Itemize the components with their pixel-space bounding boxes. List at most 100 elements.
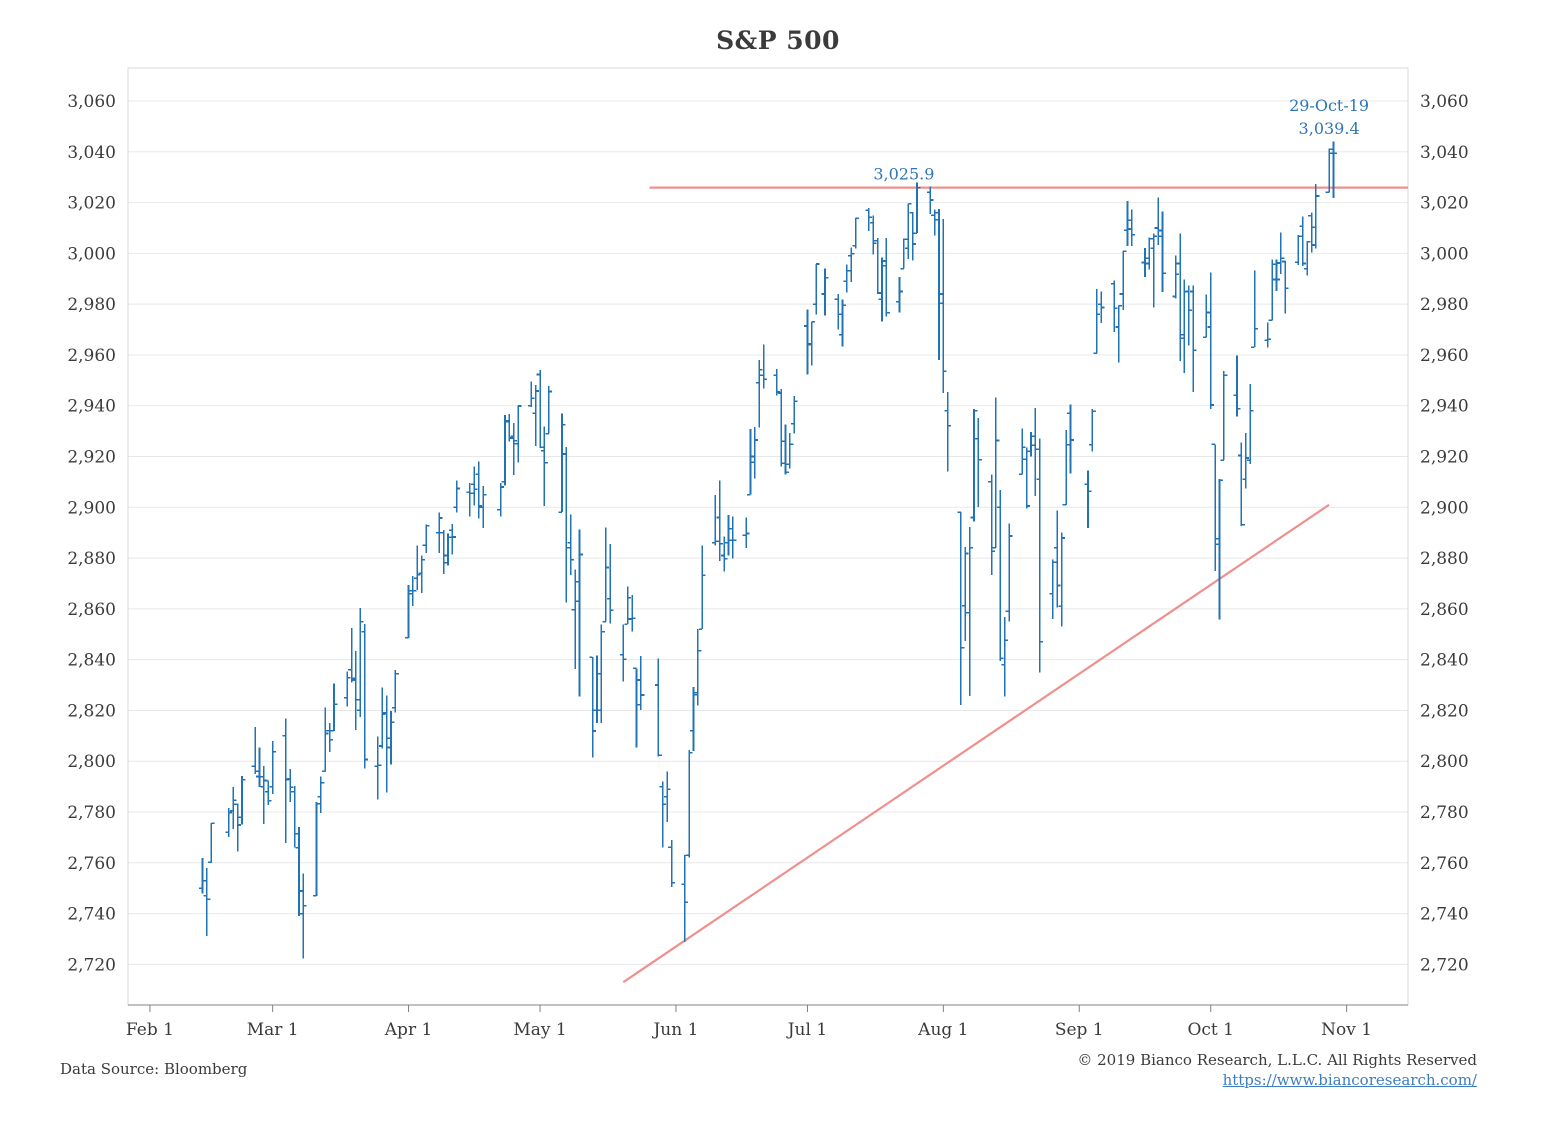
ohlc-bar (1242, 432, 1250, 489)
ohlc-bar (1159, 211, 1166, 293)
ohlc-bar (913, 182, 921, 234)
y-axis-label-left: 2,920 (67, 448, 116, 468)
y-axis-label-right: 3,020 (1420, 194, 1469, 214)
ohlc-bar (383, 695, 391, 793)
ohlc-bar (199, 857, 206, 894)
y-axis-label-right: 2,980 (1420, 295, 1469, 315)
ohlc-bar (361, 624, 369, 769)
ohlc-bar (558, 413, 566, 513)
ohlc-bar (935, 209, 943, 360)
chart-title: S&P 500 (716, 26, 840, 55)
ohlc-bar (1088, 408, 1096, 452)
data-source-label: Data Source: Bloomberg (60, 1060, 248, 1078)
ohlc-bar (694, 628, 702, 706)
ohlc-bar (567, 514, 575, 576)
ohlc-bar (282, 718, 290, 844)
ohlc-bar (453, 480, 461, 513)
ohlc-bar (1172, 255, 1180, 299)
ohlc-bar (475, 461, 483, 519)
ohlc-bar (545, 385, 553, 435)
y-axis-label-right: 3,040 (1420, 143, 1469, 163)
ohlc-bar (348, 628, 355, 683)
ohlc-bar (527, 381, 535, 408)
ohlc-bar (1189, 285, 1197, 392)
ohlc-bar (681, 855, 689, 943)
ohlc-bar (317, 776, 325, 814)
ohlc-bar (637, 656, 645, 710)
y-axis-label-left: 2,900 (67, 498, 116, 518)
ohlc-bar (1207, 272, 1215, 410)
ohlc-bar (782, 424, 789, 475)
ohlc-bar (882, 238, 890, 317)
ohlc-bar (619, 624, 627, 682)
ohlc-bar (1220, 370, 1228, 461)
ohlc-bar (536, 369, 544, 448)
y-axis-label-right: 2,960 (1420, 346, 1469, 366)
ohlc-bar (633, 667, 640, 748)
ohlc-bar (541, 426, 548, 507)
ohlc-bar (900, 238, 908, 270)
ohlc-bar (773, 368, 781, 396)
ohlc-bar (1150, 233, 1158, 308)
y-axis-label-left: 2,840 (67, 651, 116, 671)
y-axis-label-left: 3,020 (67, 194, 116, 214)
ohlc-bar (804, 309, 811, 375)
ohlc-bar (747, 429, 754, 496)
ohlc-bar (356, 608, 364, 718)
ohlc-bar (1303, 241, 1311, 276)
ohlc-bar (698, 545, 706, 630)
ohlc-bar (1005, 523, 1013, 622)
ohlc-bar (1211, 443, 1219, 572)
ohlc-bar (742, 517, 750, 548)
ohlc-bar (330, 683, 338, 732)
ohlc-bar (602, 527, 610, 623)
ohlc-bar (321, 707, 329, 773)
ohlc-bar (1128, 209, 1136, 247)
last-date-annotation: 29-Oct-19 (1289, 96, 1369, 115)
ohlc-bar (532, 384, 540, 447)
ohlc-bar (1216, 479, 1223, 620)
ohlc-bar (1084, 470, 1092, 528)
y-axis-label-left: 2,940 (67, 397, 116, 417)
y-axis-label-left: 2,740 (67, 905, 116, 925)
y-axis-label-left: 3,060 (67, 92, 116, 112)
ohlc-bar (1295, 234, 1302, 266)
ohlc-bar (821, 268, 829, 316)
ohlc-bar (1097, 291, 1105, 324)
ohlc-bar (405, 585, 412, 639)
ohlc-bar (808, 321, 816, 366)
y-axis-label-right: 3,060 (1420, 92, 1469, 112)
ohlc-bar (1246, 384, 1254, 464)
ohlc-bar (996, 489, 1004, 662)
ohlc-bar (1110, 280, 1118, 333)
resistance-value-annotation: 3,025.9 (873, 165, 934, 184)
ohlc-bar (834, 293, 842, 330)
ohlc-bar (729, 516, 737, 559)
ohlc-bar (1264, 322, 1272, 348)
x-axis-label: Oct 1 (1187, 1020, 1234, 1040)
ohlc-bar (847, 247, 855, 282)
ohlc-bar (313, 801, 320, 897)
ohlc-bar (1141, 247, 1149, 277)
website-link[interactable]: https://www.biancoresearch.com/ (1222, 1071, 1477, 1090)
ohlc-bar (448, 524, 456, 555)
x-axis-label: Jul 1 (786, 1020, 827, 1040)
ohlc-bar (1308, 212, 1315, 253)
ohlc-bar (203, 868, 211, 936)
ohlc-bar (1277, 232, 1285, 275)
ohlc-bar (225, 807, 233, 837)
ohlc-bar (786, 432, 794, 469)
ohlc-bar (510, 423, 518, 475)
ohlc-bar (374, 736, 382, 800)
ohlc-bar (1053, 510, 1061, 608)
ohlc-bar (939, 218, 947, 394)
ohlc-bar (970, 409, 978, 522)
ohlc-bar (562, 447, 570, 603)
ohlc-bar (251, 726, 259, 774)
ohlc-bar (1202, 294, 1210, 338)
ohlc-bar (957, 511, 965, 706)
copyright-block: © 2019 Bianco Research, L.L.C. All Right… (1077, 1050, 1477, 1091)
ohlc-bar (720, 536, 728, 572)
ohlc-bar (909, 211, 917, 261)
